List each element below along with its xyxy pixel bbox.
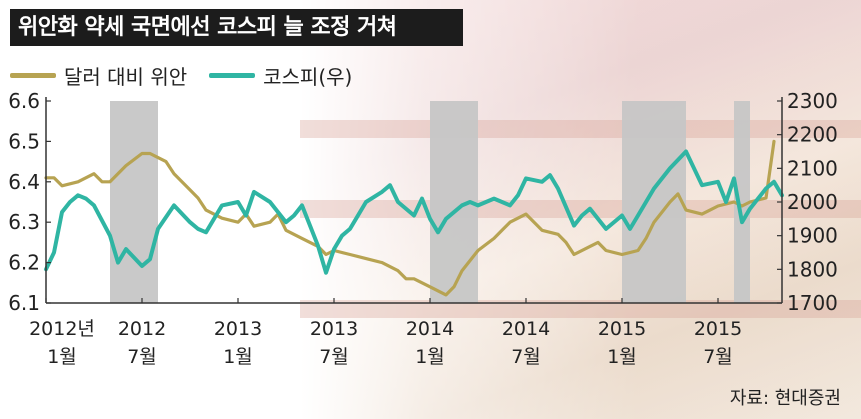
y-right-tick-label-5: 2200 (787, 123, 838, 147)
legend-item-yuan: 달러 대비 위안 (10, 61, 187, 90)
y-left-tick-label-1: 6.2 (8, 251, 40, 275)
shaded-period-4 (734, 101, 750, 303)
x-tick-label-month-0: 1월 (47, 346, 77, 368)
series-line-kospi (44, 149, 784, 275)
y-right-tick-label-0: 1700 (787, 291, 838, 315)
title-bar (10, 9, 463, 46)
y-right-tick-label-4: 2100 (787, 156, 838, 180)
legend-label-kospi: 코스피(우) (263, 64, 353, 89)
series-line-yuan (44, 139, 776, 297)
x-tick-label-year-0: 2012년 (29, 318, 95, 340)
x-tick-label-year-6: 2015 (598, 318, 646, 340)
x-tick-label-year-1: 2012 (118, 318, 166, 340)
x-tick-label-year-5: 2014 (502, 318, 550, 340)
shaded-period-0 (110, 101, 158, 303)
x-tick-label-month-7: 7월 (703, 346, 733, 368)
legend: 달러 대비 위안 코스피(우) (10, 61, 374, 90)
y-right-tick-label-6: 2300 (787, 89, 838, 113)
chart-title: 위안화 약세 국면에선 코스피 늘 조정 거쳐 (18, 15, 397, 40)
x-tick-label-month-4: 1월 (415, 346, 445, 368)
y-left-tick-label-3: 6.4 (8, 170, 40, 194)
x-tick-label-year-7: 2015 (694, 318, 742, 340)
x-tick-label-month-3: 7월 (319, 346, 349, 368)
x-tick-label-month-1: 7월 (127, 346, 157, 368)
x-tick-label-month-6: 1월 (607, 346, 637, 368)
legend-swatch-kospi (209, 72, 256, 78)
x-tick-label-year-4: 2014 (406, 318, 454, 340)
legend-swatch-yuan (10, 72, 56, 78)
y-right-tick-label-2: 1900 (787, 224, 838, 248)
y-left-tick-label-5: 6.6 (8, 89, 40, 113)
x-tick-label-year-2: 2013 (214, 318, 262, 340)
legend-label-yuan: 달러 대비 위안 (64, 64, 188, 89)
legend-item-kospi: 코스피(우) (209, 61, 352, 90)
y-left-tick-label-0: 6.1 (8, 291, 40, 315)
y-left-tick-label-4: 6.5 (8, 129, 40, 153)
y-right-tick-label-3: 2000 (787, 190, 838, 214)
y-right-tick-label-1: 1800 (787, 257, 838, 281)
y-left-tick-label-2: 6.3 (8, 210, 40, 234)
x-tick-label-month-2: 1월 (223, 346, 253, 368)
x-tick-label-month-5: 7월 (511, 346, 541, 368)
source-note: 자료: 현대증권 (729, 388, 841, 409)
x-tick-label-year-3: 2013 (310, 318, 358, 340)
shaded-period-3 (670, 101, 686, 303)
